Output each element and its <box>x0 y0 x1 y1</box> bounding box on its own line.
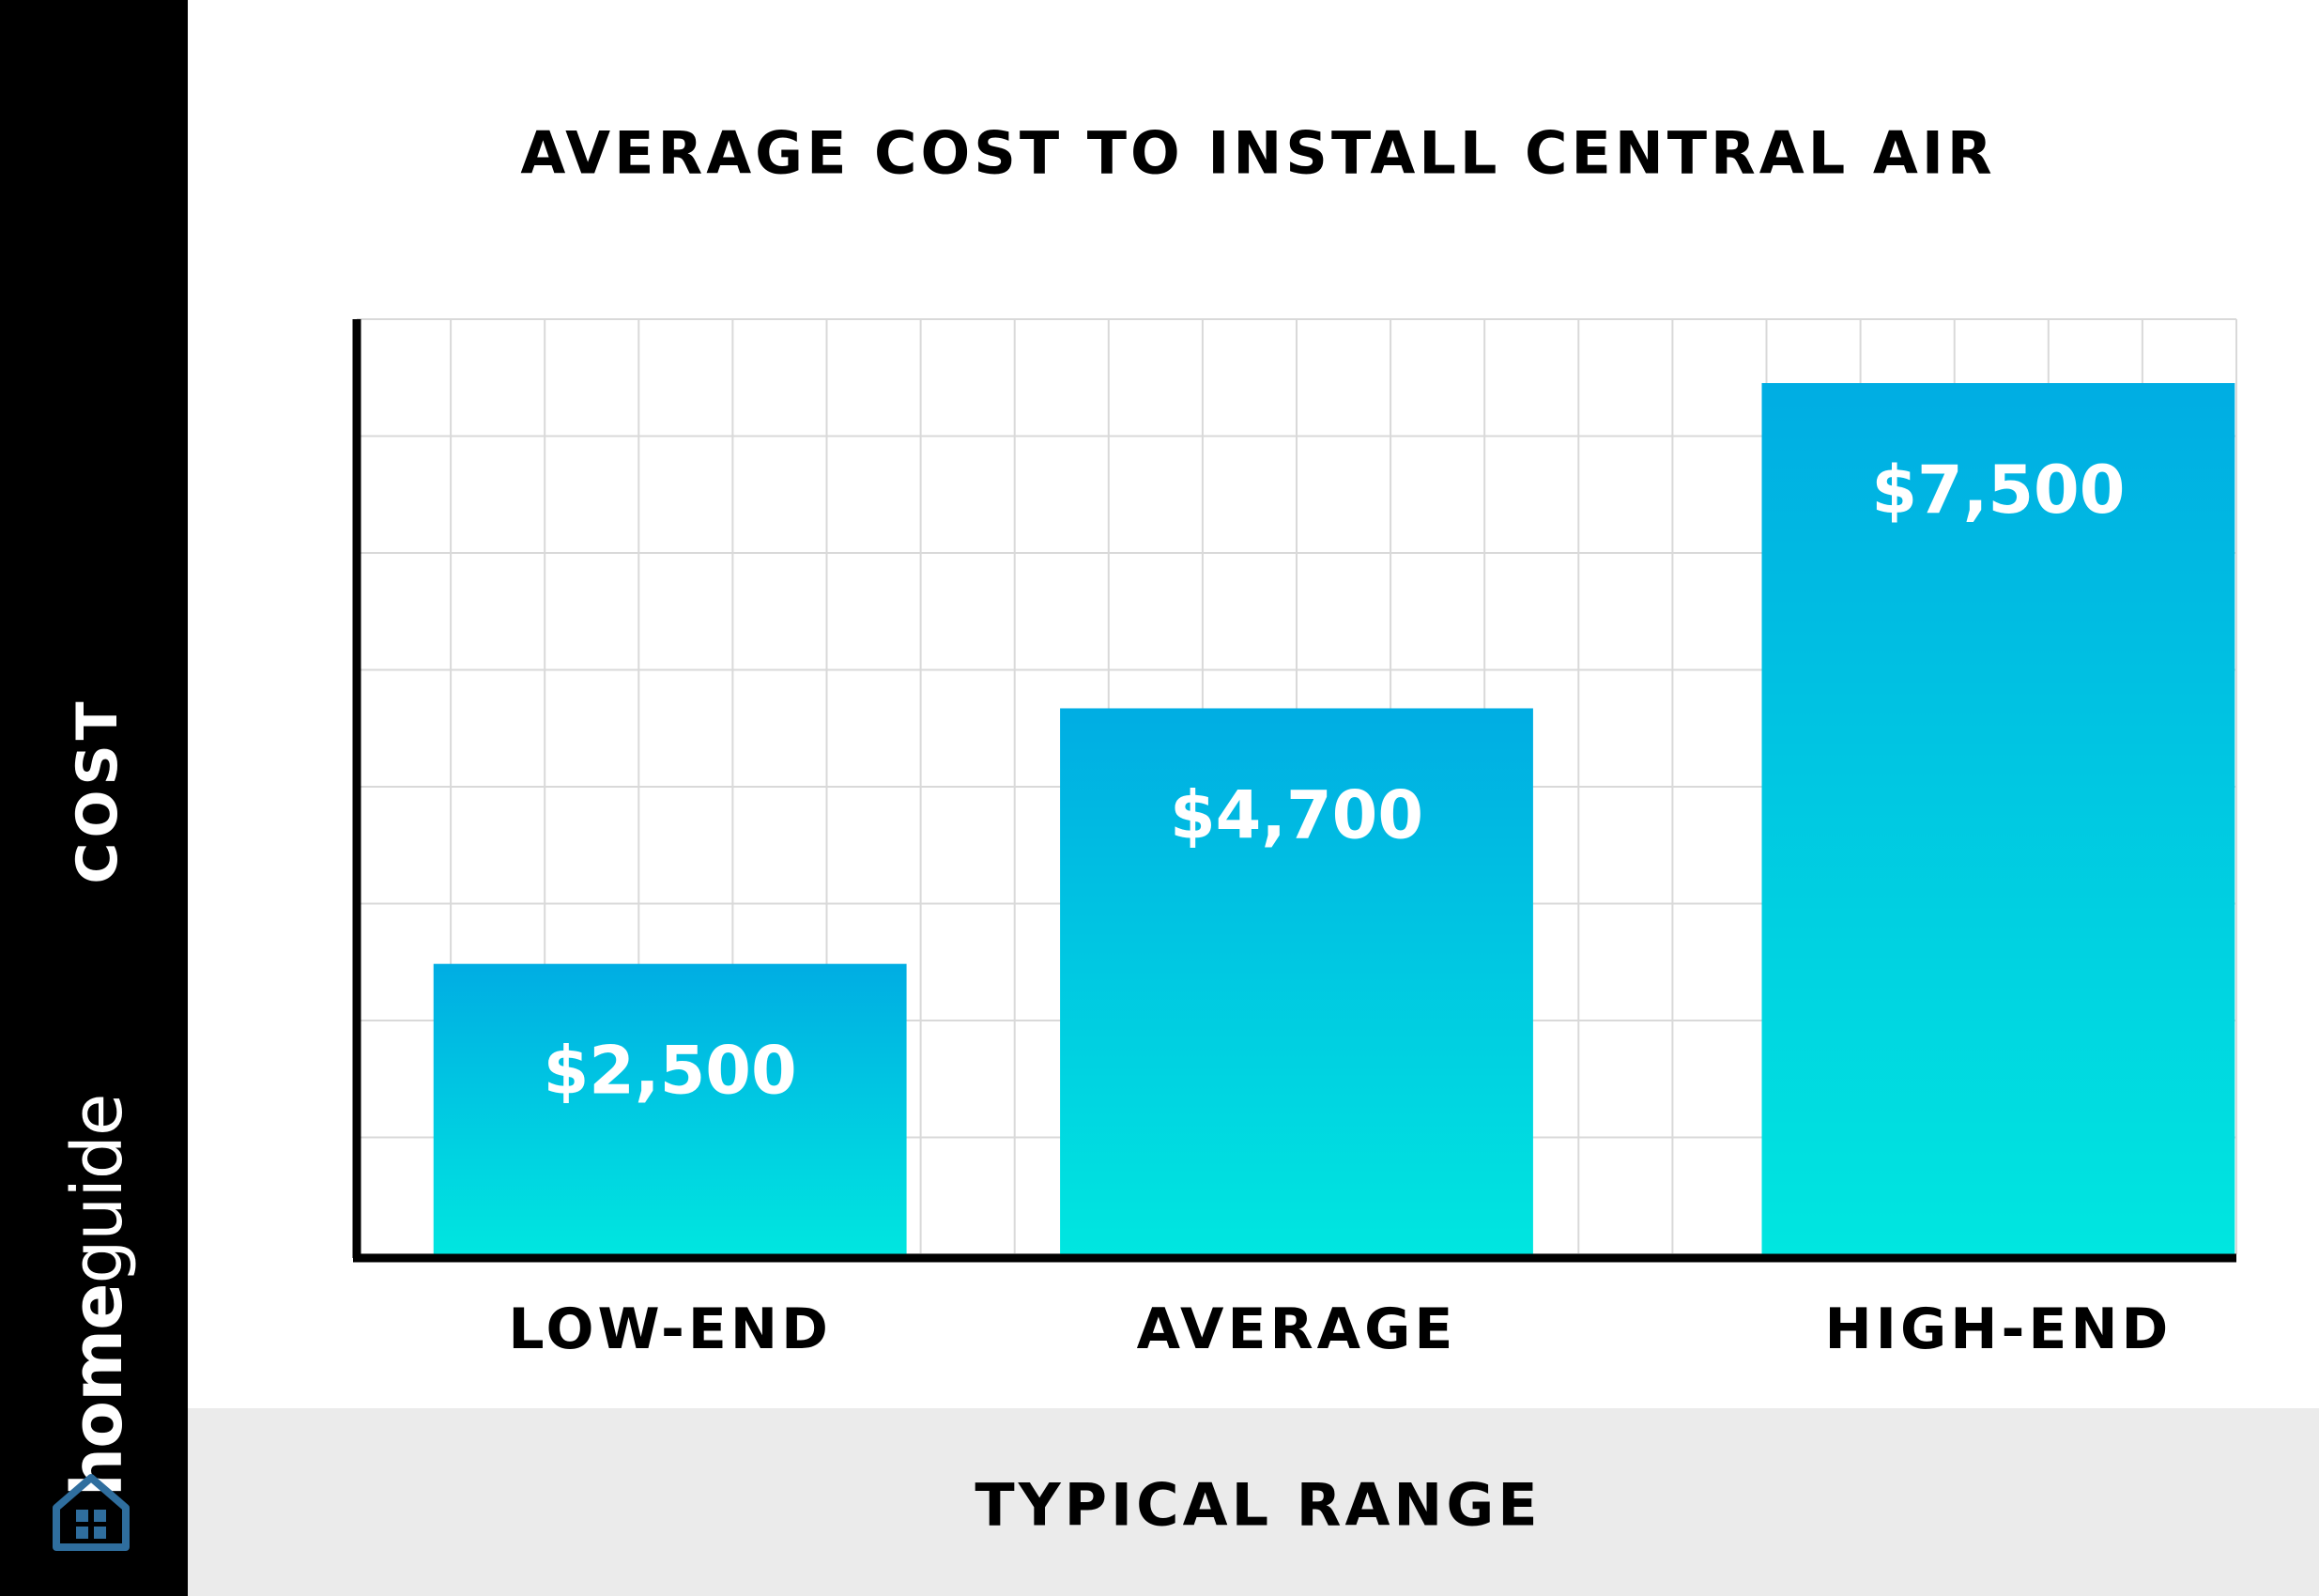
house-icon <box>53 1474 130 1551</box>
bar-value-label: $2,500 <box>544 1033 797 1110</box>
bar-high-end <box>1761 383 2235 1254</box>
bars: $2,500 $4,700 $7,500 <box>433 383 2235 1254</box>
bar-average <box>1060 708 1533 1254</box>
chart-title: AVERAGE COST TO INSTALL CENTRAL AIR <box>520 118 1996 188</box>
bar-low-end <box>433 963 907 1254</box>
bar-value-label: $7,500 <box>1871 452 2125 529</box>
category-label: LOW-END <box>508 1297 832 1362</box>
footer-band <box>188 1408 2319 1596</box>
x-axis-label: TYPICAL RANGE <box>975 1470 1542 1540</box>
category-labels: LOW-END AVERAGE HIGH-END <box>508 1297 2172 1362</box>
left-band <box>0 0 188 1596</box>
axes <box>352 319 2236 1263</box>
category-label: HIGH-END <box>1824 1297 2172 1362</box>
category-label: AVERAGE <box>1137 1297 1457 1362</box>
bar-value-label: $4,700 <box>1170 776 1423 853</box>
